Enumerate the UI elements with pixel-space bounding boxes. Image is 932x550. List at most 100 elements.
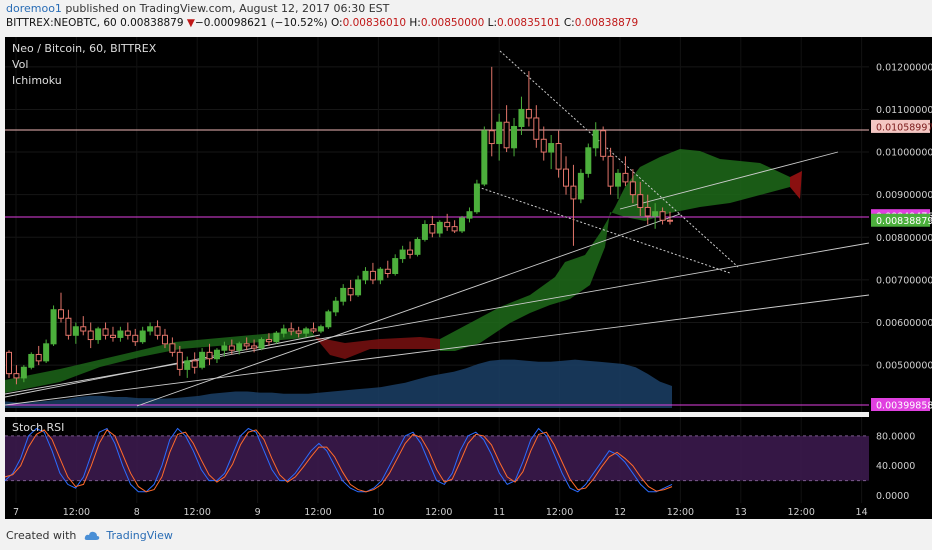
- candle-body: [533, 117, 540, 140]
- candle-body: [340, 287, 347, 302]
- ichimoku-cloud-red: [315, 337, 440, 359]
- candle-body: [161, 334, 168, 345]
- candle-body: [317, 326, 324, 332]
- publish-info: doremoo1 published on TradingView.com, A…: [6, 2, 389, 15]
- x-tick-label: 12:00: [184, 507, 211, 518]
- down-arrow-icon: ▼: [186, 17, 195, 29]
- x-tick-label: 10: [372, 507, 384, 518]
- ichimoku-cloud-red-tail: [790, 171, 802, 199]
- candle-body: [258, 339, 265, 349]
- candle-body: [592, 130, 599, 149]
- candle-body: [577, 172, 584, 200]
- close-label: C:: [563, 17, 575, 29]
- candle-body: [488, 130, 495, 145]
- candle-body: [221, 345, 228, 351]
- open-value: 0.00836010: [342, 17, 407, 29]
- candle-body: [377, 268, 384, 281]
- price-axis[interactable]: [869, 37, 932, 503]
- vol-legend: Vol: [12, 58, 28, 71]
- candle-body: [399, 249, 406, 260]
- candle-body: [421, 224, 428, 240]
- resistance-price-badge: [871, 119, 930, 133]
- trendline-1: [136, 213, 681, 407]
- candle-body: [109, 334, 116, 338]
- rsi-tick-label: 80.0000: [876, 431, 915, 442]
- low-label: L:: [487, 17, 498, 29]
- x-tick-label: 9: [255, 507, 261, 518]
- rsi-tick-label: 40.0000: [876, 461, 915, 472]
- ichimoku-cloud-green-2: [440, 149, 790, 351]
- candle-body: [65, 317, 72, 336]
- candle-body: [87, 330, 94, 341]
- candle-body: [295, 330, 302, 334]
- x-tick-label: 8: [134, 507, 140, 518]
- created-with-text: Created with: [6, 529, 77, 542]
- candle-body: [473, 183, 480, 213]
- candle-body: [28, 353, 35, 368]
- candle-body: [659, 211, 666, 221]
- candle-body: [206, 351, 213, 360]
- support-low-price-badge-text: 0.00399858: [876, 401, 932, 412]
- candle-body: [429, 224, 436, 234]
- x-tick-label: 11: [493, 507, 505, 518]
- candle-body: [57, 309, 64, 319]
- candle-body: [607, 155, 614, 187]
- symbol-label: BITTREX:NEOBTC, 60: [6, 17, 117, 29]
- published-text: published on TradingView.com, August 12,…: [61, 2, 390, 15]
- candle-body: [518, 108, 525, 127]
- candle-body: [585, 147, 592, 174]
- stoch-k-line: [4, 427, 673, 493]
- candle-body: [102, 328, 109, 336]
- candle-body: [451, 226, 458, 232]
- last-price: 0.00838879: [120, 17, 184, 29]
- candle-body: [236, 343, 243, 351]
- footer: Created with TradingView: [6, 529, 173, 542]
- candle-body: [199, 351, 206, 368]
- close-value: 0.00838879: [574, 17, 639, 29]
- volume-area: [5, 359, 672, 408]
- candle-body: [347, 287, 354, 296]
- candle-body: [280, 328, 287, 334]
- candle-body: [124, 330, 131, 336]
- chart-area[interactable]: 0.01200000 0.01100000 0.01000000 0.00900000…: [0, 37, 932, 523]
- candle-body: [459, 217, 466, 232]
- candle-body: [570, 185, 577, 200]
- username-link[interactable]: doremoo1: [6, 2, 62, 15]
- chart-title: Neo / Bitcoin, 60, BITTREX: [12, 42, 157, 55]
- y-tick-label: 0.01000000: [876, 148, 932, 159]
- candle-body: [50, 309, 57, 345]
- y-tick-label: 0.00500000: [876, 361, 932, 372]
- candle-body: [95, 328, 102, 341]
- candle-body: [362, 270, 369, 281]
- candle-body: [384, 268, 391, 275]
- candle-body: [503, 121, 510, 149]
- candle-body: [35, 353, 42, 362]
- candle-body: [652, 211, 659, 217]
- last-price-badge-text: 0.00838879: [876, 216, 932, 227]
- y-tick-label: 0.01200000: [876, 62, 932, 73]
- x-tick-label: 12:00: [546, 507, 573, 518]
- candle-body: [288, 328, 295, 332]
- candle-body: [369, 270, 376, 281]
- tradingview-link[interactable]: TradingView: [106, 529, 173, 542]
- candle-body: [325, 311, 332, 328]
- y-tick-label: 0.00600000: [876, 318, 932, 329]
- x-tick-label: 12:00: [788, 507, 815, 518]
- stoch-rsi-band: [5, 435, 869, 481]
- candle-body: [600, 130, 607, 157]
- stoch-d-line: [4, 429, 673, 493]
- candle-body: [436, 221, 443, 234]
- high-value: 0.00850000: [420, 17, 485, 29]
- time-axis[interactable]: [5, 503, 932, 519]
- symbol-info: BITTREX:NEOBTC, 60 0.00838879 ▼−0.000986…: [6, 17, 638, 29]
- trendline-4: [619, 151, 839, 210]
- candle-body: [392, 258, 399, 275]
- candle-body: [540, 138, 547, 153]
- candle-body: [147, 326, 154, 332]
- x-tick-label: 14: [856, 507, 868, 518]
- x-tick-label: 12: [614, 507, 626, 518]
- candle-body: [355, 279, 362, 296]
- candle-body: [228, 345, 235, 351]
- x-tick-label: 7: [13, 507, 19, 518]
- high-label: H:: [409, 17, 421, 29]
